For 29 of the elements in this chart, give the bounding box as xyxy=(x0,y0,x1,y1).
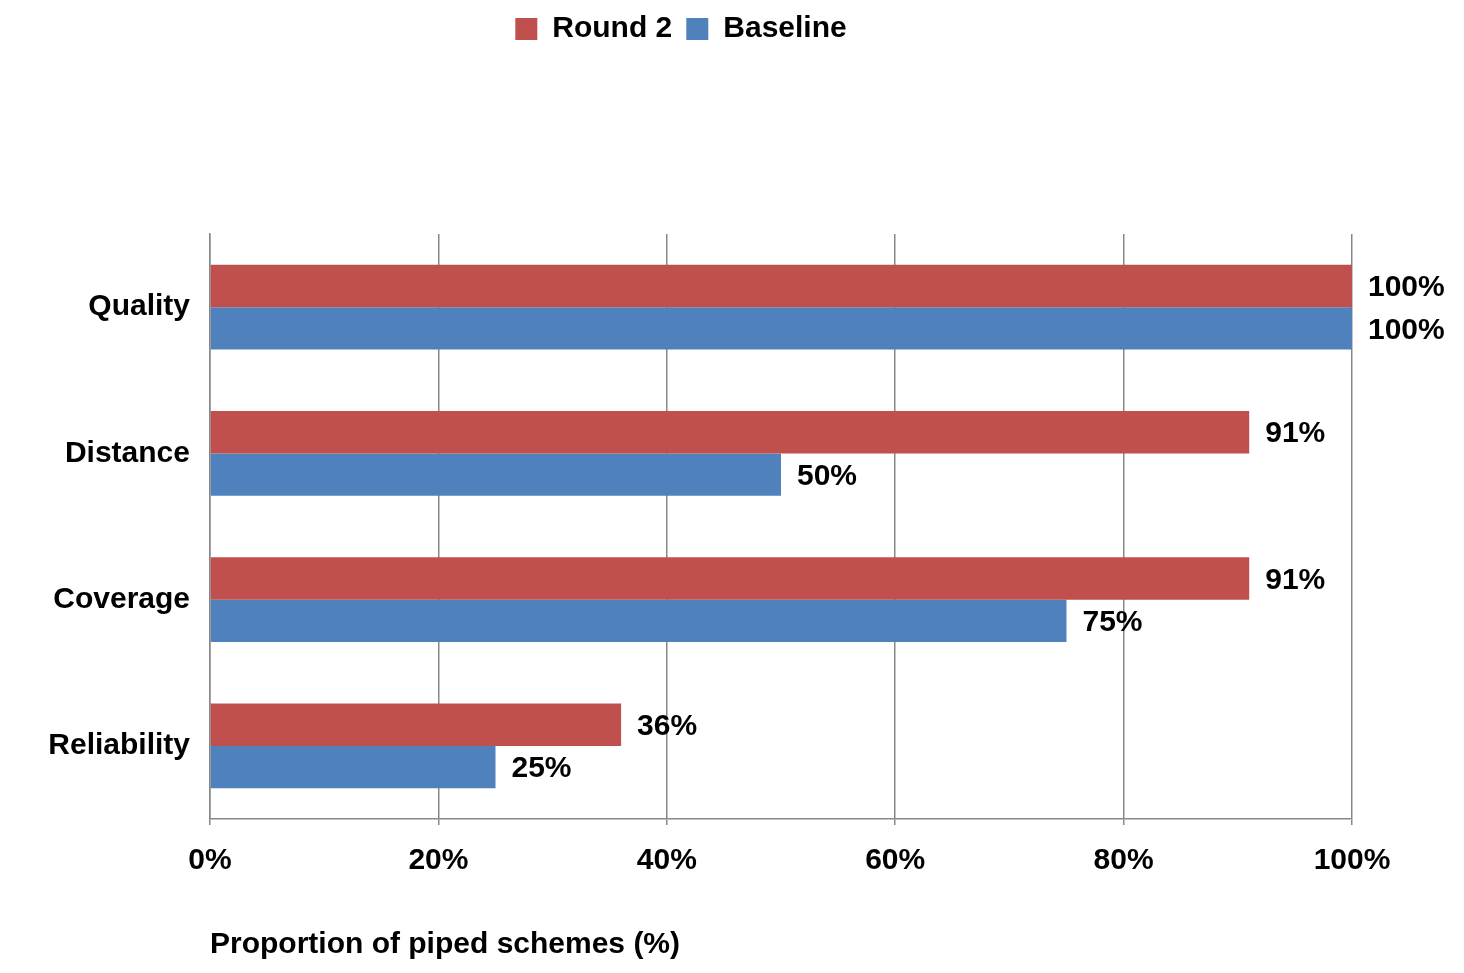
x-axis-title: Proportion of piped schemes (%) xyxy=(210,926,681,960)
bar xyxy=(210,264,1352,308)
data-label: 75% xyxy=(1082,604,1143,638)
bar xyxy=(210,745,496,789)
legend-label: Baseline xyxy=(723,10,847,44)
x-tick-label: 60% xyxy=(865,842,926,876)
x-tick-label: 100% xyxy=(1313,842,1391,876)
data-label: 100% xyxy=(1368,311,1445,345)
x-tick-label: 0% xyxy=(188,842,232,876)
y-tick-label: Distance xyxy=(64,434,190,468)
data-label: 100% xyxy=(1368,269,1445,303)
bar xyxy=(210,307,1352,350)
bar xyxy=(210,410,1250,454)
y-tick-label: Reliability xyxy=(48,727,191,761)
bar xyxy=(210,703,622,746)
data-label: 25% xyxy=(511,750,572,784)
data-label: 91% xyxy=(1265,415,1326,449)
bar xyxy=(210,453,781,496)
data-label: 50% xyxy=(797,457,858,491)
data-label: 91% xyxy=(1265,561,1326,595)
legend-label: Round 2 xyxy=(552,10,673,44)
bar xyxy=(210,599,1067,643)
data-label: 36% xyxy=(637,707,698,741)
x-tick-label: 40% xyxy=(636,842,697,876)
x-tick-label: 80% xyxy=(1093,842,1154,876)
x-tick-label: 20% xyxy=(408,842,469,876)
y-tick-label: Quality xyxy=(88,288,191,322)
bar xyxy=(210,557,1250,600)
y-tick-label: Coverage xyxy=(53,580,190,614)
